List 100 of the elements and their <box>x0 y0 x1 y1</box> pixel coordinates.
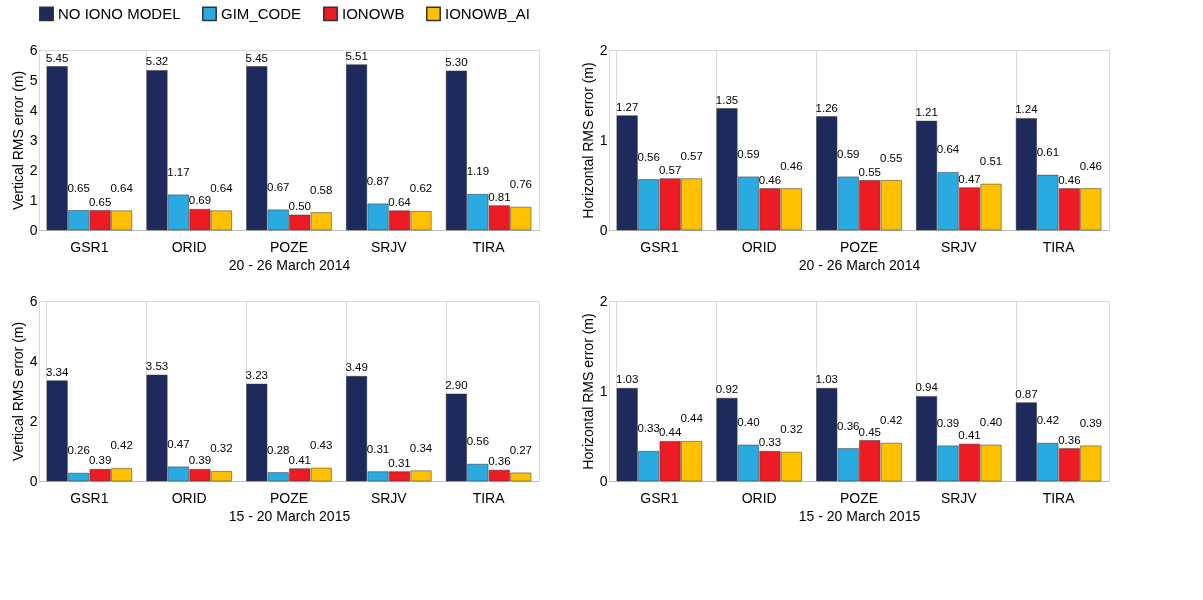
data-label: 0.46 <box>1079 159 1103 172</box>
data-label: 5.45 <box>245 51 268 64</box>
data-label: 0.27 <box>509 443 533 456</box>
data-label: 0.32 <box>210 442 233 455</box>
y-tick-label: 2 <box>599 292 608 309</box>
data-label: 0.57 <box>680 149 703 162</box>
data-label: 1.19 <box>466 165 490 178</box>
y-tick-label: 3 <box>29 131 38 148</box>
data-label: 1.26 <box>815 101 838 114</box>
data-label: 0.59 <box>837 147 860 160</box>
data-label: 5.51 <box>345 49 368 62</box>
data-label: 0.58 <box>310 183 333 196</box>
data-label: 3.34 <box>45 365 69 378</box>
legend-label: NO IONO MODEL <box>58 4 181 22</box>
x-tick-label: GSR1 <box>640 238 679 255</box>
data-label: 0.81 <box>488 190 511 203</box>
y-tick-label: 0 <box>29 472 38 489</box>
data-label: 0.26 <box>67 444 90 457</box>
data-label: 0.46 <box>1058 173 1081 186</box>
data-label: 1.03 <box>615 373 639 386</box>
data-label: 0.62 <box>409 182 433 195</box>
data-label: 3.49 <box>345 361 368 374</box>
data-label: 0.64 <box>936 143 960 156</box>
x-axis-title: 15 - 20 March 2015 <box>228 507 351 524</box>
data-label: 0.65 <box>67 181 90 194</box>
data-label: 0.87 <box>1015 387 1038 400</box>
x-axis-title: 20 - 26 March 2014 <box>798 256 921 273</box>
y-tick-label: 2 <box>29 412 38 429</box>
data-label: 0.92 <box>715 383 739 396</box>
x-tick-label: SRJV <box>940 489 978 506</box>
data-label: 1.03 <box>815 373 838 386</box>
data-label: 0.76 <box>509 178 533 191</box>
y-axis-title: Vertical RMS error (m) <box>9 70 26 211</box>
legend-label: IONOWB_AI <box>445 4 531 22</box>
data-label: 0.59 <box>737 147 760 160</box>
data-label: 2.90 <box>445 379 468 391</box>
x-tick-label: POZE <box>839 489 879 506</box>
x-tick-label: ORID <box>171 489 207 506</box>
data-label: 0.65 <box>88 195 112 208</box>
data-label: 0.47 <box>958 172 981 185</box>
data-label: 0.51 <box>979 155 1003 168</box>
y-axis-title: Horizontal RMS error (m) <box>579 62 596 219</box>
y-axis-title: Horizontal RMS error (m) <box>579 313 596 470</box>
x-tick-label: SRJV <box>370 238 408 255</box>
y-tick-label: 2 <box>29 161 38 178</box>
data-label: 0.36 <box>488 455 511 468</box>
y-tick-label: 0 <box>599 221 608 238</box>
x-tick-label: GSR1 <box>70 489 109 506</box>
data-label: 0.67 <box>267 180 290 193</box>
data-label: 0.43 <box>310 439 333 452</box>
y-tick-label: 4 <box>29 101 38 118</box>
y-tick-label: 6 <box>29 292 38 309</box>
data-label: 5.30 <box>445 56 468 68</box>
data-label: 0.46 <box>758 173 782 186</box>
y-tick-label: 0 <box>599 472 608 489</box>
data-label: 0.40 <box>979 416 1003 428</box>
data-label: 0.41 <box>958 429 981 442</box>
data-label: 0.56 <box>466 435 490 448</box>
data-label: 0.36 <box>837 419 860 432</box>
x-tick-label: POZE <box>269 238 309 255</box>
data-label: 0.44 <box>680 412 704 425</box>
data-label: 0.64 <box>110 181 134 194</box>
x-tick-label: TIRA <box>1042 238 1076 255</box>
x-axis-title: 15 - 20 March 2015 <box>798 507 921 524</box>
data-label: 0.47 <box>167 437 190 450</box>
data-label: 0.39 <box>936 416 960 429</box>
y-tick-label: 0 <box>29 221 38 238</box>
data-label: 0.31 <box>388 456 411 469</box>
x-tick-label: ORID <box>171 238 207 255</box>
data-label: 0.42 <box>1036 414 1060 427</box>
data-label: 0.32 <box>780 423 803 436</box>
y-tick-label: 4 <box>29 352 38 369</box>
data-label: 0.39 <box>188 454 212 467</box>
data-label: 0.64 <box>388 195 412 208</box>
y-tick-label: 2 <box>599 41 608 58</box>
data-label: 3.23 <box>245 369 268 382</box>
x-tick-label: TIRA <box>472 489 506 506</box>
data-label: 0.57 <box>658 163 682 176</box>
data-label: 5.32 <box>145 55 169 68</box>
data-label: 0.55 <box>858 165 881 178</box>
data-label: 0.40 <box>737 416 760 428</box>
data-label: 0.69 <box>188 194 212 207</box>
data-label: 0.55 <box>880 151 903 164</box>
data-label: 0.42 <box>880 414 903 427</box>
y-tick-label: 1 <box>29 191 38 208</box>
data-label: 0.94 <box>915 381 939 394</box>
data-label: 0.64 <box>210 181 234 194</box>
data-label: 0.46 <box>780 159 803 172</box>
data-label: 3.53 <box>145 360 169 373</box>
data-label: 0.42 <box>110 439 133 452</box>
data-label: 5.45 <box>45 51 69 64</box>
data-label: 0.61 <box>1036 146 1060 159</box>
data-label: 1.27 <box>615 100 639 113</box>
data-label: 1.24 <box>1015 103 1039 116</box>
data-label: 0.41 <box>288 453 311 466</box>
data-label: 1.35 <box>715 93 739 106</box>
y-axis-title: Vertical RMS error (m) <box>9 321 26 462</box>
data-label: 0.28 <box>267 443 290 456</box>
data-label: 0.56 <box>637 150 660 163</box>
x-tick-label: POZE <box>269 489 309 506</box>
